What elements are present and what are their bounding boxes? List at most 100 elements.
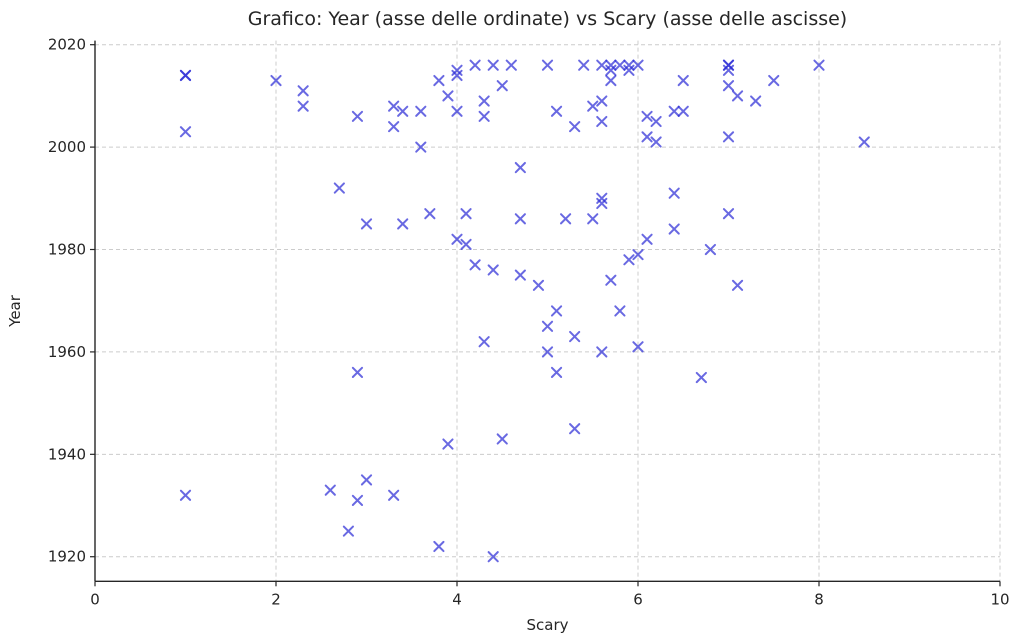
x-tick-label: 6 [633, 590, 643, 608]
scatter-point [641, 233, 653, 245]
scatter-point [768, 74, 780, 87]
grid-lines [94, 40, 1001, 582]
scatter-point [750, 95, 762, 107]
scatter-point [460, 238, 472, 250]
scatter-point [722, 208, 735, 220]
scatter-point [397, 218, 409, 230]
scatter-point [668, 187, 680, 199]
x-tick-label: 8 [814, 590, 824, 608]
scatter-point [641, 110, 653, 122]
scatter-point [614, 59, 626, 71]
scatter-point [632, 59, 644, 71]
scatter-point [858, 136, 870, 148]
scatter-point [388, 489, 400, 501]
scatter-point [632, 341, 644, 353]
scatter-point [179, 489, 192, 501]
scatter-point [433, 540, 445, 553]
y-tick-label: 1920 [48, 548, 86, 566]
scatter-point [587, 213, 599, 225]
scatter-point [677, 105, 689, 117]
scatter-point [578, 59, 590, 71]
y-tick-label: 1960 [48, 343, 86, 361]
scatter-point [514, 213, 526, 225]
scatter-point [569, 330, 581, 343]
scatter-point [605, 274, 617, 286]
scatter-point [550, 105, 563, 117]
scatter-point [596, 346, 608, 358]
axes-spines [94, 40, 1000, 582]
chart-title: Grafico: Year (asse delle ordinate) vs S… [248, 8, 847, 30]
scatter-point [487, 59, 499, 71]
scatter-point [569, 121, 581, 133]
scatter-point [514, 269, 526, 281]
scatter-point [451, 105, 463, 117]
y-tick-label: 1940 [48, 445, 86, 463]
scatter-point [297, 85, 309, 97]
scatter-point [541, 59, 554, 71]
scatter-point [596, 197, 608, 210]
scatter-point [442, 90, 454, 102]
scatter-point [623, 64, 635, 76]
x-axis-label: Scary [526, 616, 568, 634]
scatter-point [333, 182, 345, 194]
scatter-point [179, 69, 192, 82]
scatter-point [297, 100, 309, 112]
scatter-point [496, 80, 508, 92]
scatter-point [641, 131, 653, 143]
scatter-point [388, 121, 400, 133]
scatter-point [360, 474, 373, 486]
axis-ticks: 0 2 4 6 8 10 1920 1940 1960 1980 2000 2020 [48, 36, 1010, 609]
scatter-point [722, 64, 735, 76]
scatter-point [813, 59, 825, 71]
scatter-point [397, 105, 409, 117]
scatter-point [677, 74, 689, 87]
scatter-point [496, 433, 508, 445]
scatter-point [324, 484, 336, 496]
scatter-point [460, 208, 472, 220]
y-axis-label: Year [6, 294, 24, 328]
scatter-point [487, 264, 499, 276]
y-tick-label: 1980 [48, 241, 86, 259]
scatter-point [605, 74, 617, 87]
scatter-point [614, 305, 626, 317]
scatter-point [342, 525, 354, 537]
scatter-point [569, 423, 581, 435]
scatter-point [587, 100, 599, 112]
scatter-point [596, 115, 608, 128]
y-tick-label: 2020 [48, 36, 86, 54]
scatter-point [351, 110, 364, 122]
y-tick-label: 2000 [48, 138, 86, 156]
scatter-point [433, 74, 445, 87]
scatter-point [179, 126, 192, 138]
scatter-point [731, 279, 744, 291]
scatter-point [424, 208, 436, 220]
scatter-point [695, 371, 707, 384]
scatter-point [270, 74, 282, 87]
x-tick-label: 0 [90, 590, 100, 608]
x-tick-label: 4 [452, 590, 462, 608]
scatter-point [704, 243, 716, 256]
scatter-point [415, 141, 427, 153]
scatter-point [451, 69, 463, 82]
scatter-point [541, 320, 554, 332]
scatter-point [541, 346, 554, 358]
scatter-point [415, 105, 427, 117]
x-tick-label: 10 [990, 590, 1009, 608]
scatter-point [478, 95, 490, 107]
scatter-point [550, 305, 563, 317]
scatter-point [351, 366, 364, 378]
scatter-point [668, 223, 680, 235]
scatter-point [514, 161, 526, 174]
scatter-point [351, 494, 364, 506]
scatter-point [388, 100, 400, 112]
scatter-point [451, 233, 463, 245]
scatter-point [560, 213, 572, 225]
scatter-point [668, 105, 680, 117]
scatter-point [550, 366, 563, 378]
scatter-point [632, 249, 644, 261]
scatter-point [722, 80, 735, 92]
data-points [179, 59, 870, 563]
scatter-point [469, 59, 481, 71]
